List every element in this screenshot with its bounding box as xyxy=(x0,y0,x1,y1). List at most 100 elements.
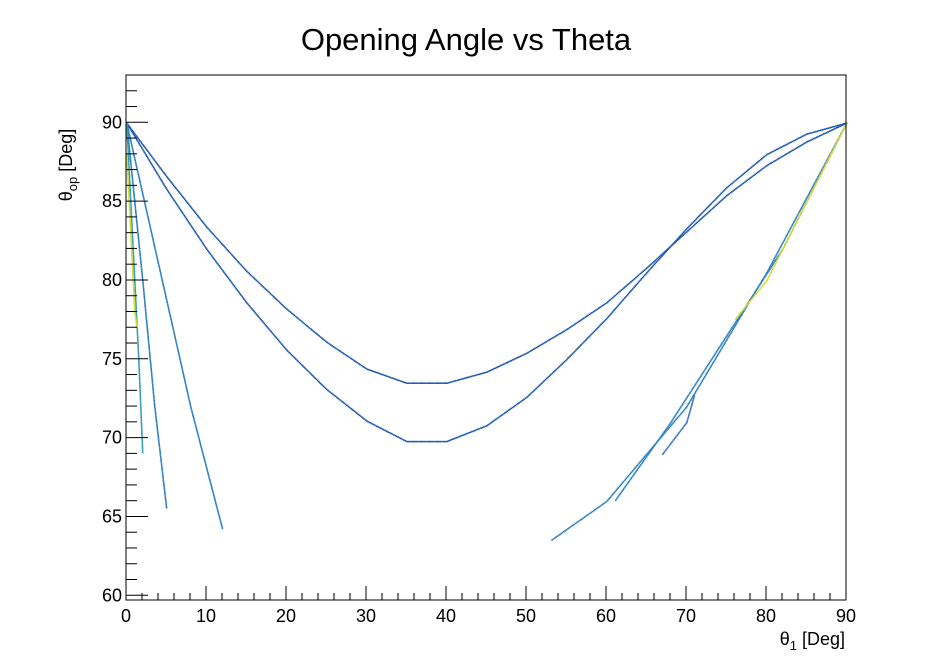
data-point xyxy=(695,391,697,393)
data-point xyxy=(846,122,848,124)
data-point xyxy=(217,513,220,516)
data-point xyxy=(697,220,700,222)
data-point xyxy=(661,253,663,256)
data-point xyxy=(179,360,182,363)
data-point xyxy=(718,351,721,353)
data-point xyxy=(148,222,151,224)
data-point xyxy=(135,307,137,310)
data-point xyxy=(629,291,631,293)
data-point xyxy=(173,199,175,201)
data-point xyxy=(681,235,683,237)
data-point xyxy=(310,373,312,375)
data-point xyxy=(727,336,730,338)
data-point xyxy=(162,286,165,288)
data-point xyxy=(137,346,139,348)
data-point xyxy=(813,183,816,185)
data-point xyxy=(221,268,223,271)
data-point xyxy=(827,127,830,129)
data-point xyxy=(633,286,635,289)
data-point xyxy=(444,440,446,443)
data-point xyxy=(188,399,191,402)
data-point xyxy=(198,237,201,240)
data-point xyxy=(234,286,237,289)
data-point xyxy=(493,368,495,370)
data-point xyxy=(761,158,763,160)
data-point xyxy=(431,382,434,384)
data-point xyxy=(336,396,338,399)
data-point xyxy=(146,323,148,325)
data-point xyxy=(292,313,294,316)
data-point xyxy=(671,419,674,421)
data-point xyxy=(552,337,554,339)
data-point xyxy=(139,252,141,255)
data-point xyxy=(150,369,153,371)
data-point xyxy=(132,190,135,193)
data-point xyxy=(154,414,157,416)
data-point xyxy=(185,384,187,386)
data-point xyxy=(676,412,678,415)
data-point xyxy=(165,503,167,506)
data-point xyxy=(182,371,184,374)
data-point xyxy=(342,352,344,354)
data-point xyxy=(133,267,135,270)
data-point xyxy=(155,417,157,419)
data-point xyxy=(194,421,196,424)
data-point xyxy=(711,363,713,366)
data-point xyxy=(134,161,137,163)
data-point xyxy=(142,281,144,284)
data-point xyxy=(147,215,149,218)
data-point xyxy=(135,317,138,319)
data-point xyxy=(811,191,813,193)
data-point xyxy=(704,208,707,211)
data-point xyxy=(222,270,224,272)
data-point xyxy=(494,367,497,369)
data-point xyxy=(763,283,765,286)
data-point xyxy=(147,339,150,341)
data-point xyxy=(410,440,413,443)
data-point xyxy=(139,384,141,386)
data-point xyxy=(840,125,842,127)
data-point xyxy=(160,462,163,464)
data-point xyxy=(169,193,172,196)
data-point xyxy=(153,402,156,405)
data-point xyxy=(130,245,133,248)
data-point xyxy=(585,515,587,517)
data-point xyxy=(420,382,422,384)
data-point xyxy=(739,315,742,318)
data-point xyxy=(792,228,794,230)
data-point xyxy=(134,291,137,294)
data-point xyxy=(498,415,501,418)
data-point xyxy=(186,390,189,393)
data-point xyxy=(596,328,598,330)
data-point xyxy=(147,335,149,338)
data-point xyxy=(771,269,773,272)
data-point xyxy=(147,158,150,160)
data-point xyxy=(749,177,751,179)
data-point xyxy=(800,208,802,211)
data-point xyxy=(810,188,813,191)
data-point xyxy=(532,348,535,350)
data-point xyxy=(139,183,142,185)
data-point xyxy=(239,293,241,295)
data-point xyxy=(173,331,175,333)
data-point xyxy=(135,301,137,303)
data-point xyxy=(132,240,134,242)
data-point xyxy=(132,246,134,249)
data-point xyxy=(685,397,688,400)
data-point xyxy=(690,399,692,401)
data-point xyxy=(769,268,771,270)
data-point xyxy=(130,208,132,211)
data-point xyxy=(661,433,664,436)
data-point xyxy=(621,288,624,290)
data-point xyxy=(736,187,738,189)
data-point xyxy=(566,528,569,530)
data-point xyxy=(789,228,791,230)
data-point xyxy=(667,425,669,428)
data-point xyxy=(141,147,143,149)
data-point xyxy=(423,382,426,384)
data-point xyxy=(141,451,144,454)
data-point xyxy=(535,346,538,349)
data-point xyxy=(152,166,155,168)
data-point xyxy=(658,255,661,258)
data-point xyxy=(133,297,135,299)
